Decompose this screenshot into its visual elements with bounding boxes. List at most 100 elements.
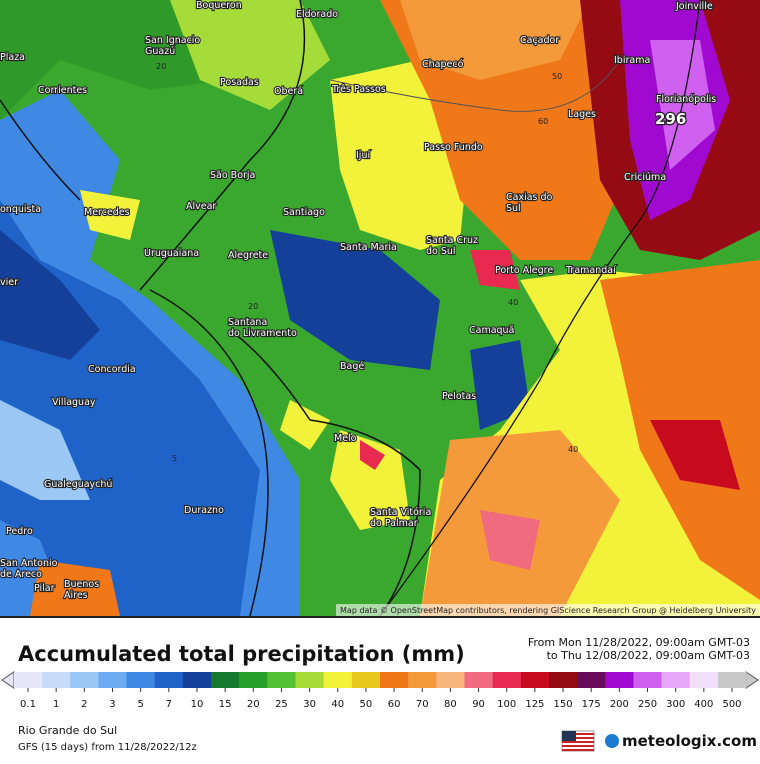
city-label: Melo	[334, 433, 357, 444]
scale-label: 50	[360, 699, 373, 710]
scale-label: 300	[666, 699, 685, 710]
scale-label: 150	[553, 699, 572, 710]
scale-label: 5	[137, 699, 143, 710]
city-label: Ijuí	[356, 150, 370, 161]
city-label: do Sul	[426, 246, 456, 257]
scale-label: 80	[444, 699, 457, 710]
precip-map	[0, 0, 760, 617]
city-label: Durazno	[184, 505, 224, 516]
scale-label: 500	[722, 699, 741, 710]
scale-swatch	[577, 672, 606, 688]
scale-swatch	[492, 672, 522, 688]
scale-label: 125	[525, 699, 544, 710]
city-label: Bagé	[340, 361, 364, 372]
scale-swatch	[267, 672, 297, 688]
scale-arrow-left	[1, 671, 15, 689]
scale-label: 100	[497, 699, 516, 710]
date-from: From Mon 11/28/2022, 09:00am GMT-03	[528, 636, 750, 649]
attribution: Map data © OpenStreetMap contributors, r…	[340, 606, 756, 615]
city-label: San Antonio	[0, 558, 58, 569]
city-label: Concordia	[88, 364, 136, 375]
scale-label: 70	[416, 699, 429, 710]
contour-label: 40	[568, 445, 578, 454]
city-label: Eldorado	[296, 9, 338, 20]
city-label: Três Passos	[331, 84, 386, 95]
city-label: Pelotas	[442, 391, 476, 402]
scale-swatch	[211, 672, 240, 688]
scale-label: 0.1	[20, 699, 36, 710]
city-label: onquista	[0, 204, 41, 215]
city-label: Tramandaí	[565, 265, 616, 276]
scale-label: 2	[81, 699, 87, 710]
contour-label: 20	[156, 62, 166, 71]
scale-swatch	[126, 672, 156, 688]
scale-arrow-right	[745, 671, 759, 689]
city-label: Caçador	[520, 35, 559, 46]
scale-swatch	[717, 672, 747, 688]
scale-label: 1	[53, 699, 59, 710]
scale-swatch	[380, 672, 409, 688]
scale-swatch	[351, 672, 381, 688]
city-label: de Areco	[0, 569, 42, 580]
scale-label: 10	[191, 699, 204, 710]
city-label: Alegrete	[228, 250, 268, 261]
scale-swatch	[689, 672, 719, 688]
us-flag	[561, 730, 595, 752]
city-label: Camaquã	[469, 325, 514, 336]
contour-label: 50	[552, 72, 562, 81]
city-label: do Palmar	[370, 518, 418, 529]
city-label: Mercedes	[84, 207, 130, 218]
scale-swatch	[98, 672, 128, 688]
city-label: Plaza	[0, 52, 25, 63]
scale-swatch	[464, 672, 494, 688]
scale-label: 90	[472, 699, 485, 710]
city-label: Santa Maria	[340, 242, 397, 253]
city-label: Chapecó	[422, 59, 464, 70]
scale-label: 200	[610, 699, 629, 710]
scale-swatch	[154, 672, 184, 688]
logo-icon	[605, 734, 619, 748]
date-to: to Thu 12/08/2022, 09:00am GMT-03	[547, 649, 750, 662]
scale-label: 3	[109, 699, 115, 710]
scale-swatch	[239, 672, 268, 688]
scale-swatch	[182, 672, 212, 688]
footer-title: Accumulated total precipitation (mm)	[18, 642, 465, 666]
scale-swatch	[70, 672, 99, 688]
city-label: Corrientes	[38, 85, 87, 96]
city-label: Criciúma	[624, 172, 666, 183]
scale-label: 60	[388, 699, 401, 710]
scale-label: 400	[694, 699, 713, 710]
scale-label: 250	[638, 699, 657, 710]
scale-swatch	[13, 672, 43, 688]
contour-label: 20	[248, 302, 258, 311]
city-label: Boqueron	[196, 0, 242, 11]
scale-label: 25	[275, 699, 288, 710]
city-label: Santana	[228, 317, 267, 328]
scale-swatch	[661, 672, 691, 688]
city-label: Uruguaiana	[144, 248, 199, 259]
brand[interactable]: meteologix.com	[622, 732, 757, 750]
city-label: do Livramento	[228, 328, 297, 339]
scale-label: 40	[331, 699, 344, 710]
city-label: Florianópolis	[656, 94, 716, 105]
city-label: Joinville	[675, 1, 713, 12]
city-label: Santa Vitória	[370, 507, 431, 518]
contour-label: 40	[508, 298, 518, 307]
scale-swatch	[633, 672, 663, 688]
max-value: 296	[655, 110, 686, 128]
city-label: Alvear	[186, 201, 216, 212]
city-label: Passo Fundo	[424, 142, 483, 153]
city-label: Caxias do	[506, 192, 553, 203]
city-label: vier	[0, 277, 18, 288]
city-label: Pedro	[6, 526, 33, 537]
scale-label: 30	[303, 699, 316, 710]
city-label: Villaguay	[52, 397, 96, 408]
scale-label: 7	[166, 699, 172, 710]
scale-swatch	[436, 672, 465, 688]
scale-swatch	[408, 672, 437, 688]
contour-label: 5	[172, 454, 177, 463]
city-label: Sul	[506, 203, 521, 214]
city-label: Porto Alegre	[495, 265, 553, 276]
scale-swatch	[548, 672, 578, 688]
